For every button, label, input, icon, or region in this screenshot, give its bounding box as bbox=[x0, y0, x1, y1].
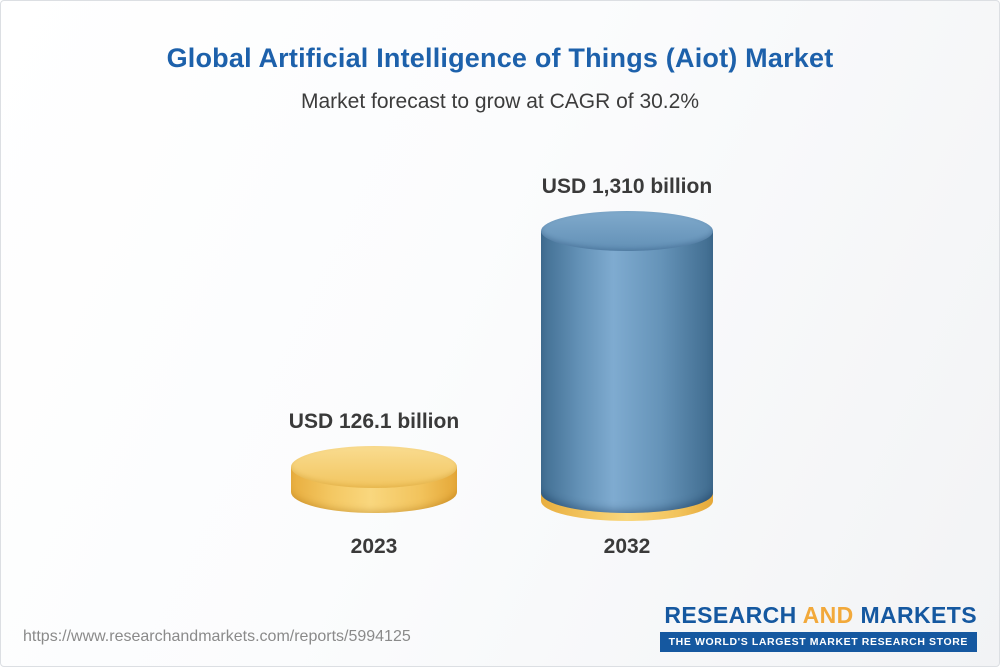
cylinder-top-2023 bbox=[291, 445, 457, 488]
category-label-2023: 2023 bbox=[350, 535, 398, 558]
report-url: https://www.researchandmarkets.com/repor… bbox=[23, 628, 411, 645]
chart-title: Global Artificial Intelligence of Things… bbox=[166, 43, 834, 73]
category-label-2032: 2032 bbox=[603, 535, 651, 558]
cylinder-body-2032 bbox=[541, 231, 713, 513]
research-and-markets-logo: RESEARCH AND MARKETS THE WORLD'S LARGEST… bbox=[659, 604, 977, 652]
cylinder-top-2032 bbox=[541, 211, 713, 251]
bar-group-2023: USD 126.1 billion 2023 bbox=[234, 410, 514, 559]
cylinder-bar-2032 bbox=[541, 211, 713, 521]
chart-header: Global Artificial Intelligence of Things… bbox=[1, 1, 999, 114]
logo-wordmark: RESEARCH AND MARKETS bbox=[664, 604, 977, 627]
cylinder-bar-2023 bbox=[291, 445, 457, 513]
value-label-2032: USD 1,310 billion bbox=[541, 175, 713, 198]
logo-tagline: THE WORLD'S LARGEST MARKET RESEARCH STOR… bbox=[659, 632, 977, 652]
value-label-2023: USD 126.1 billion bbox=[288, 409, 460, 433]
logo-word-research: RESEARCH bbox=[664, 602, 797, 628]
chart-subtitle: Market forecast to grow at CAGR of 30.2% bbox=[301, 90, 699, 113]
logo-word-and: AND bbox=[802, 602, 854, 628]
logo-word-markets: MARKETS bbox=[860, 602, 977, 628]
bar-group-2032: USD 1,310 billion 2032 bbox=[487, 175, 767, 559]
